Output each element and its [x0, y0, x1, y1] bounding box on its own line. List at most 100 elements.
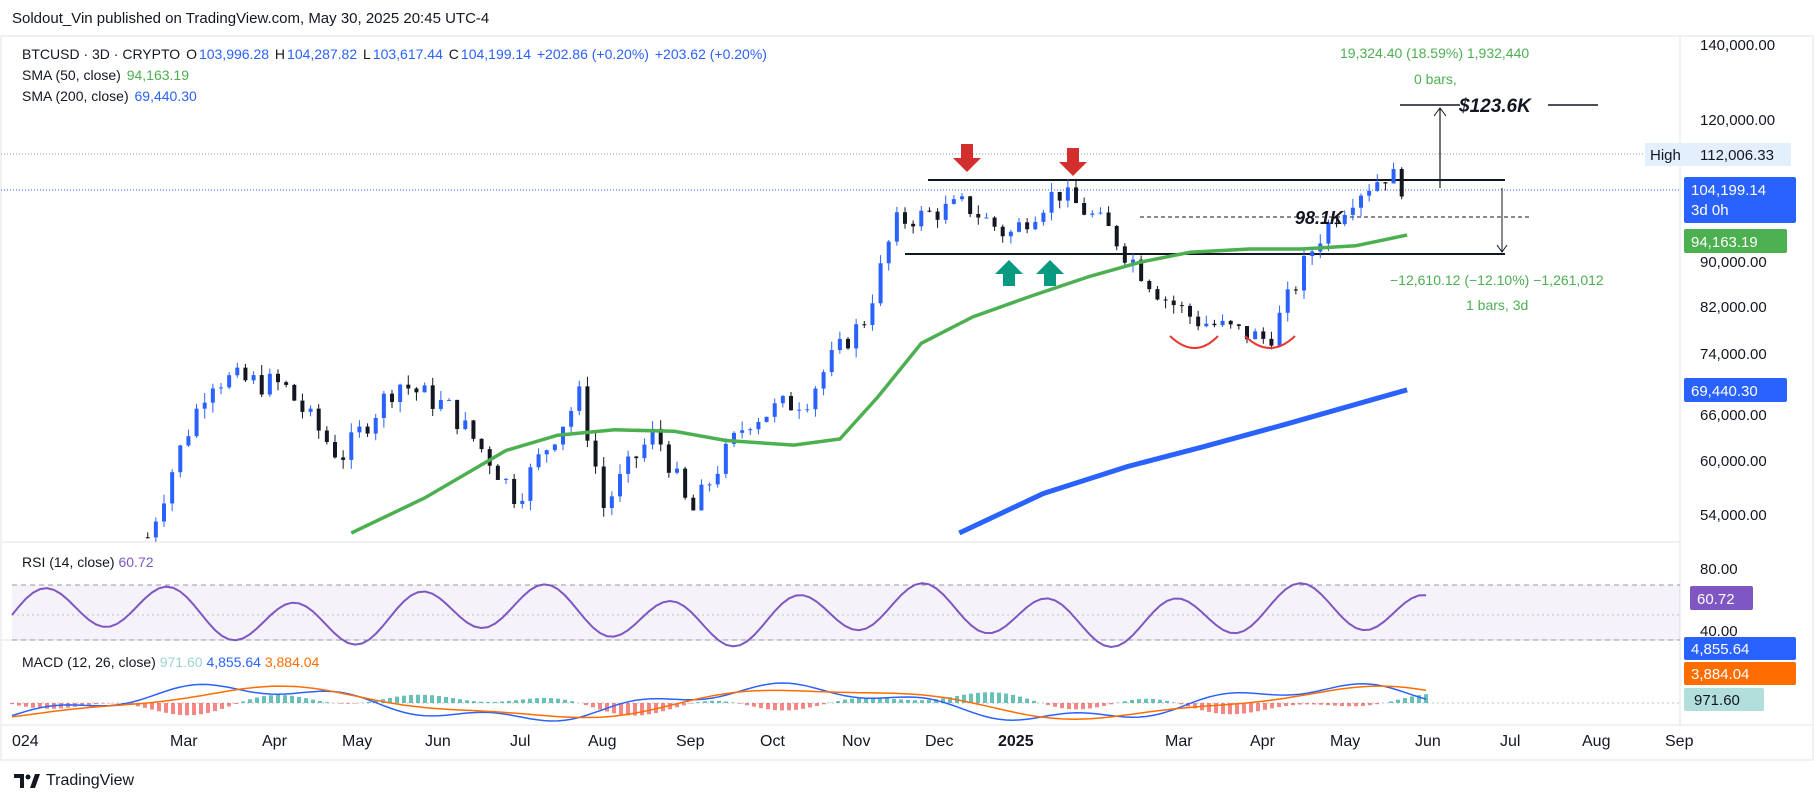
macd-hist-bar: [24, 703, 28, 707]
sma50-price-label: 94,163.19: [1691, 234, 1758, 251]
macd-hist-bar: [423, 694, 427, 703]
macd-hist-bar: [1396, 699, 1400, 703]
candle-body: [1057, 191, 1062, 201]
macd-hist-bar: [598, 703, 602, 710]
candle-body: [170, 472, 175, 504]
macd-hist-bar: [1235, 703, 1239, 715]
candle-body: [300, 400, 305, 412]
macd-hist-bar: [794, 703, 798, 710]
macd-hist-bar: [976, 692, 980, 703]
time-label: Nov: [842, 733, 870, 750]
current-price-label: 104,199.14: [1691, 182, 1766, 199]
time-label: Jul: [510, 733, 530, 750]
macd-hist-bar: [696, 702, 700, 703]
candle-body: [992, 217, 997, 227]
candle-body: [406, 384, 411, 389]
candle-body: [675, 468, 679, 473]
measure-up-arrowhead: [1433, 107, 1447, 117]
macd-hist-bar: [1403, 698, 1407, 703]
macd-hist-bar: [1361, 703, 1365, 706]
macd-line-value: 4,855.64: [206, 654, 261, 670]
candle-body: [267, 373, 272, 395]
macd-hist-bar: [430, 695, 434, 703]
time-label: Aug: [588, 733, 616, 750]
candle-body: [1065, 187, 1070, 201]
candle-body: [870, 303, 875, 326]
candle-body: [251, 375, 256, 381]
candle-body: [1090, 213, 1095, 215]
macd-hist-bar: [101, 703, 105, 704]
macd-hist-bar: [500, 701, 504, 703]
macd-hist-bar: [255, 697, 259, 703]
macd-hist-bar: [1305, 703, 1309, 705]
macd-hist-bar: [1242, 703, 1246, 714]
macd-hist-bar: [136, 703, 140, 707]
rsi-legend[interactable]: RSI (14, close) 60.72: [22, 554, 154, 570]
open-value: 103,996.28: [198, 46, 270, 62]
macd-hist-bar: [472, 701, 476, 703]
time-axis[interactable]: 024 Mar Apr May Jun Jul Aug Sep Oct Nov …: [12, 733, 1694, 750]
macd-hist-bar: [1137, 699, 1141, 703]
candle-body: [805, 409, 810, 411]
candle-body: [1179, 305, 1184, 307]
macd-hist-bar: [31, 703, 35, 708]
macd-hist-bar: [906, 699, 910, 703]
macd-hist-bar: [1102, 703, 1106, 706]
open-label: O: [186, 46, 197, 62]
candle-body: [1383, 182, 1388, 184]
macd-hist-bar: [444, 696, 448, 703]
candle-body: [495, 465, 500, 480]
macd-hist-bar: [549, 698, 553, 703]
macd-signal-value: 3,884.04: [264, 654, 320, 670]
candle-body: [145, 537, 150, 539]
candle-body: [1293, 289, 1298, 291]
macd-hist-bar: [619, 703, 623, 715]
candle-body: [683, 468, 688, 498]
macd-hist-bar: [1144, 698, 1148, 703]
candle-body: [390, 393, 394, 403]
candle-body: [715, 473, 720, 485]
signal-badge: [1684, 662, 1796, 685]
candle-body: [894, 212, 899, 242]
macd-hist-value: 971.60: [159, 654, 203, 670]
candle-body: [609, 496, 614, 509]
rsi-line: [11, 582, 1427, 649]
macd-hist-bar: [591, 703, 595, 708]
tradingview-brand[interactable]: TradingView: [14, 772, 134, 790]
sma50-row[interactable]: SMA (50, close) 94,163.19: [22, 65, 769, 86]
candle-body: [1399, 168, 1404, 197]
candle-body: [1391, 168, 1396, 184]
price-axis[interactable]: 140,000.00 120,000.00 High 112,006.33 10…: [1645, 37, 1796, 711]
macd-hist-bar: [927, 699, 931, 703]
macd-hist-bar: [297, 696, 301, 703]
macd-hist-bar: [304, 698, 308, 703]
ohlc-row: BTCUSD · 3D · CRYPTO O 103,996.28 H 104,28…: [22, 44, 769, 65]
candle-body: [618, 473, 622, 497]
candle-body: [821, 372, 826, 389]
candle-body: [455, 399, 460, 429]
macd-hist-bar: [605, 703, 609, 712]
macd-hist-bar: [1123, 701, 1127, 703]
candle-body: [1131, 259, 1135, 263]
macd-hist-bar: [843, 699, 847, 703]
candle-body: [153, 521, 158, 538]
macd-hist-bar: [493, 701, 497, 703]
measure-up-bars: 0 bars,: [1414, 71, 1457, 87]
macd-legend[interactable]: MACD (12, 26, close) 971.60 4,855.64 3,8…: [22, 654, 319, 670]
candle-body: [585, 386, 590, 441]
macd-hist-bar: [962, 694, 966, 703]
macd-hist-bar: [850, 698, 854, 703]
close-label: C: [448, 46, 459, 62]
candle-body: [1367, 190, 1372, 196]
measure-down-text: −12,610.12 (−12.10%) −1,261,012: [1390, 272, 1604, 288]
price-tick: 140,000.00: [1700, 37, 1775, 54]
time-label: Sep: [676, 733, 705, 750]
price-tick: 60,000.00: [1700, 453, 1767, 470]
sma200-row[interactable]: SMA (200, close) 69,440.30: [22, 86, 769, 107]
candle-body: [536, 454, 541, 468]
macd-hist-bar: [1298, 703, 1302, 705]
macd-hist-bar: [801, 703, 805, 709]
high-value: 104,287.82: [287, 46, 358, 62]
tradingview-logo-icon: [14, 774, 40, 788]
